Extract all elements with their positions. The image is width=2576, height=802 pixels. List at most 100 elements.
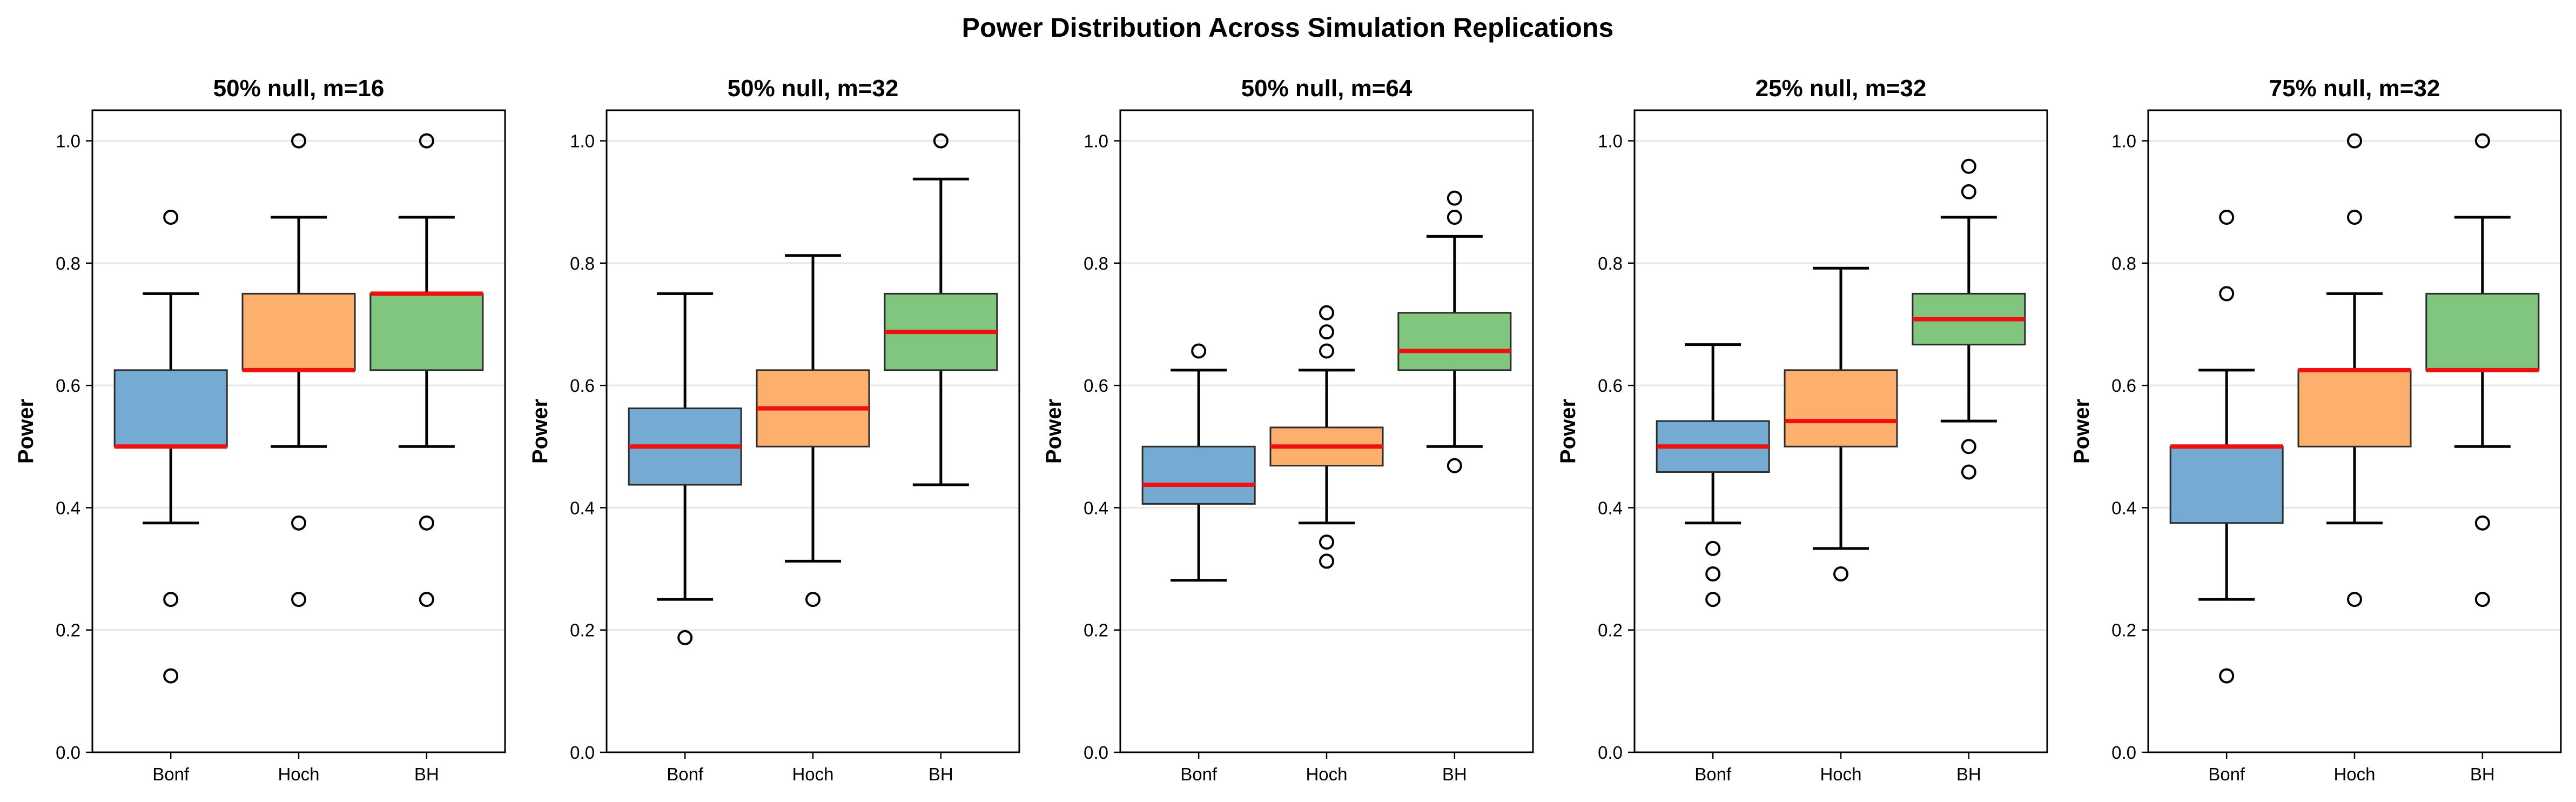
x-tick-label: Bonf: [152, 764, 190, 784]
y-axis-label: Power: [528, 399, 552, 464]
panel-2: 0.0 0.2 0.4 0.6 0.8 1.0 Bonf Hoch BH 50% null, m=…: [528, 75, 1020, 784]
outlier-point: [1191, 343, 1207, 359]
box-hoch: [241, 133, 356, 607]
box-body: [2169, 445, 2284, 524]
outlier-point: [1447, 458, 1462, 473]
y-tick-label: 0.2: [570, 620, 595, 640]
box-body: [113, 369, 228, 447]
outlier-point: [1961, 439, 1976, 455]
x-tick-label: BH: [2470, 764, 2495, 784]
panel-1: 0.0 0.2 0.4 0.6 0.8 1.0 Bonf Hoch BH 50% null, m=…: [14, 75, 506, 784]
box-body: [2425, 292, 2540, 371]
y-tick-label: 0.0: [1598, 743, 1623, 763]
box-bonf: [1656, 343, 1770, 607]
y-tick-label: 0.4: [2111, 498, 2136, 518]
y-tick-label: 0.6: [570, 376, 595, 396]
box-bh: [369, 133, 484, 607]
x-tick-label: BH: [414, 764, 439, 784]
panel-5: 0.0 0.2 0.4 0.6 0.8 1.0 Bonf Hoch BH 75% null, m=…: [2070, 75, 2562, 784]
outlier-point: [1319, 553, 1334, 569]
outlier-point: [1961, 184, 1976, 199]
y-tick-label: 0.6: [1598, 376, 1623, 396]
outlier-point: [163, 668, 179, 684]
plot-frame: [91, 109, 506, 753]
outlier-point: [1447, 210, 1462, 225]
x-tick-label: BH: [1956, 764, 1981, 784]
outlier-point: [933, 133, 949, 149]
x-tick-label: Hoch: [1820, 764, 1861, 784]
x-tick-label: Hoch: [792, 764, 833, 784]
y-tick-label: 0.0: [56, 743, 80, 763]
plot-frame: [2147, 109, 2562, 753]
y-tick-label: 0.8: [570, 253, 595, 273]
y-tick-label: 0.4: [570, 498, 595, 518]
box-bh: [1397, 190, 1512, 473]
y-tick-label: 1.0: [56, 131, 80, 151]
box-bh: [2425, 133, 2540, 607]
y-tick-label: 0.4: [56, 498, 80, 518]
outlier-point: [1319, 534, 1334, 550]
box-body: [1784, 369, 1898, 447]
outlier-point: [291, 515, 306, 531]
outlier-point: [2347, 210, 2362, 225]
outlier-point: [291, 592, 306, 607]
y-tick-label: 1.0: [1598, 131, 1623, 151]
x-tick-label: Hoch: [2333, 764, 2375, 784]
y-tick-label: 0.4: [1598, 498, 1623, 518]
outlier-point: [2347, 133, 2362, 149]
panel-title: 75% null, m=32: [2269, 75, 2440, 102]
box-bonf: [628, 292, 742, 645]
y-tick-label: 1.0: [2111, 131, 2136, 151]
outlier-point: [419, 592, 434, 607]
y-tick-label: 0.2: [56, 620, 80, 640]
box-hoch: [756, 254, 870, 607]
y-axis-label: Power: [1556, 399, 1580, 464]
box-hoch: [2297, 133, 2412, 607]
outlier-point: [2347, 592, 2362, 607]
y-tick-label: 0.0: [1084, 743, 1108, 763]
box-body: [369, 292, 484, 371]
x-tick-label: Bonf: [667, 764, 704, 784]
plot-frame: [1119, 109, 1534, 753]
outlier-point: [1447, 190, 1462, 206]
y-tick-label: 1.0: [1084, 131, 1108, 151]
box-bonf: [2169, 210, 2284, 684]
y-axis-label: Power: [1042, 399, 1066, 464]
outlier-point: [1319, 324, 1334, 340]
outlier-point: [2219, 668, 2235, 684]
figure-title: Power Distribution Across Simulation Rep…: [962, 12, 1614, 43]
y-axis-label: Power: [14, 399, 38, 464]
outlier-point: [1961, 158, 1976, 174]
y-tick-label: 0.8: [56, 253, 80, 273]
x-tick-label: Hoch: [1306, 764, 1347, 784]
panel-4: 0.0 0.2 0.4 0.6 0.8 1.0 Bonf Hoch BH 25% null, m=…: [1556, 75, 2048, 784]
outlier-point: [2474, 592, 2490, 607]
outlier-point: [1319, 305, 1334, 320]
panel-title: 25% null, m=32: [1756, 75, 1927, 102]
y-tick-label: 0.6: [56, 376, 80, 396]
outlier-point: [805, 592, 820, 607]
y-tick-label: 0.8: [1598, 253, 1623, 273]
outlier-point: [1705, 566, 1721, 582]
y-tick-label: 0.2: [1598, 620, 1623, 640]
box-bonf: [1141, 343, 1256, 582]
box-body: [2297, 369, 2412, 447]
box-hoch: [1269, 305, 1384, 569]
outlier-point: [163, 592, 179, 607]
y-tick-label: 0.4: [1084, 498, 1108, 518]
y-tick-label: 0.2: [1084, 620, 1108, 640]
outlier-point: [2219, 286, 2235, 302]
box-bh: [1912, 158, 2026, 480]
box-body: [1397, 312, 1512, 371]
outlier-point: [1961, 464, 1976, 480]
outlier-point: [1705, 592, 1721, 607]
plot-frame: [1633, 109, 2048, 753]
y-tick-label: 0.0: [2111, 743, 2136, 763]
panel-title: 50% null, m=64: [1241, 75, 1413, 102]
box-bh: [884, 133, 998, 486]
y-tick-label: 0.8: [1084, 253, 1108, 273]
outlier-point: [677, 630, 693, 645]
outlier-point: [2219, 210, 2235, 225]
box-bonf: [113, 210, 228, 684]
